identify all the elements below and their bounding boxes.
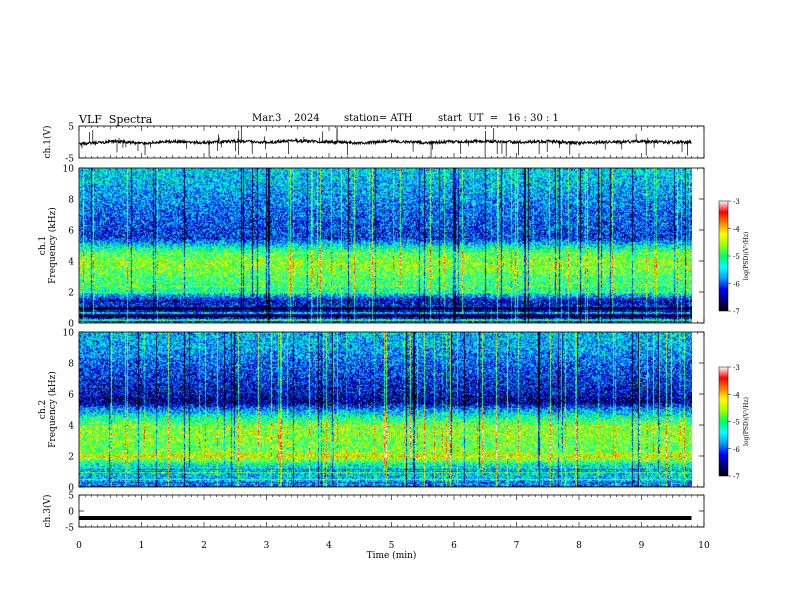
ch2-spectrogram-panel: 0 2 4 6 8 10 ch.2 Frequency (kHz): [38, 329, 705, 494]
x-tick-label: 6: [451, 541, 457, 551]
y-axis-label: ch.2: [38, 400, 48, 419]
x-tick-label: 1: [139, 541, 145, 551]
ch1-waveform-panel: 5 -5 ch.1(V): [42, 123, 705, 165]
ch1-trace: [78, 137, 692, 147]
station-label: station= ATH: [344, 113, 413, 124]
panel-frame: [78, 331, 705, 488]
colorbar-1: -3 -4 -5 -6 -7 log(PSD)(V²/Hz): [718, 198, 750, 316]
y-tick-label: 10: [63, 165, 75, 175]
spectrogram-raster: [79, 168, 692, 323]
y-tick-label: 2: [68, 289, 74, 299]
x-tick-label: 4: [326, 541, 332, 551]
y-tick-label: 0: [68, 320, 74, 330]
y-axis-label: ch.1(V): [42, 126, 53, 159]
y-tick-label: 6: [68, 227, 74, 237]
chart-title: VLF Spectra: [79, 113, 153, 126]
x-tick-label: 8: [576, 541, 582, 551]
x-tick-label: 3: [264, 541, 270, 551]
x-tick-label: 0: [76, 541, 82, 551]
colorbar-tick-label: -3: [733, 198, 740, 206]
y-tick-label: 4: [68, 258, 74, 268]
time-axis: 0 1 2 3 4 5 6 7 8 9 10 Time (min): [76, 541, 710, 561]
y-tick-label: -5: [65, 155, 74, 165]
y-axis-label: Frequency (kHz): [47, 207, 58, 284]
colorbar-2: -3 -4 -5 -6 -7 log(PSD)(V²/Hz): [718, 364, 750, 481]
ch1-spectrogram-panel: 0 2 4 6 8 10 ch.1 Frequency (kHz): [38, 165, 705, 330]
panel-frame: [78, 167, 705, 324]
y-tick-label: 8: [68, 196, 74, 206]
date-label: Mar.3 , 2024: [252, 113, 320, 124]
y-tick-label: 2: [68, 453, 74, 463]
panel-frame: [78, 125, 705, 159]
colorbar-tick-label: -5: [733, 253, 740, 261]
colorbar-tick-label: -6: [733, 281, 740, 289]
y-tick-label: 10: [63, 329, 75, 339]
y-tick-label: 4: [68, 422, 74, 432]
colorbar-tick-label: -4: [733, 226, 740, 234]
x-tick-label: 9: [639, 541, 645, 551]
colorbar-tick-label: -4: [733, 391, 740, 399]
panel-frame: [78, 494, 705, 528]
colorbar-tick-label: -6: [733, 446, 740, 454]
colorbar-label: log(PSD)(V²/Hz): [743, 397, 750, 446]
x-axis-label: Time (min): [367, 550, 417, 561]
colorbar-tick-label: -5: [733, 419, 740, 427]
colorbar-strip: [718, 366, 729, 477]
y-tick-label: 0: [68, 484, 74, 494]
x-tick-label: 10: [698, 541, 710, 551]
y-tick-label: 0: [68, 508, 74, 518]
y-axis-label: ch.1: [38, 236, 48, 255]
colorbar-tick-label: -7: [733, 308, 740, 316]
x-tick-label: 7: [514, 541, 520, 551]
x-tick-label: 5: [389, 541, 395, 551]
colorbar-strip: [718, 200, 729, 312]
colorbar-label: log(PSD)(V²/Hz): [743, 232, 750, 281]
spectrogram-raster: [79, 332, 692, 487]
y-axis-label: Frequency (kHz): [47, 371, 58, 448]
x-tick-label: 2: [201, 541, 207, 551]
y-tick-label: 8: [68, 360, 74, 370]
y-tick-label: -5: [65, 524, 74, 534]
y-axis-label: ch.3(V): [42, 495, 53, 528]
y-tick-label: 6: [68, 391, 74, 401]
y-tick-label: 5: [68, 492, 74, 502]
start-time-label: start UT = 16 : 30 : 1: [438, 113, 559, 124]
ch3-waveform-panel: 5 0 -5 ch.3(V): [42, 492, 705, 534]
colorbar-tick-label: -7: [733, 473, 740, 481]
colorbar-tick-label: -3: [733, 364, 740, 372]
y-tick-label: 5: [68, 123, 74, 133]
